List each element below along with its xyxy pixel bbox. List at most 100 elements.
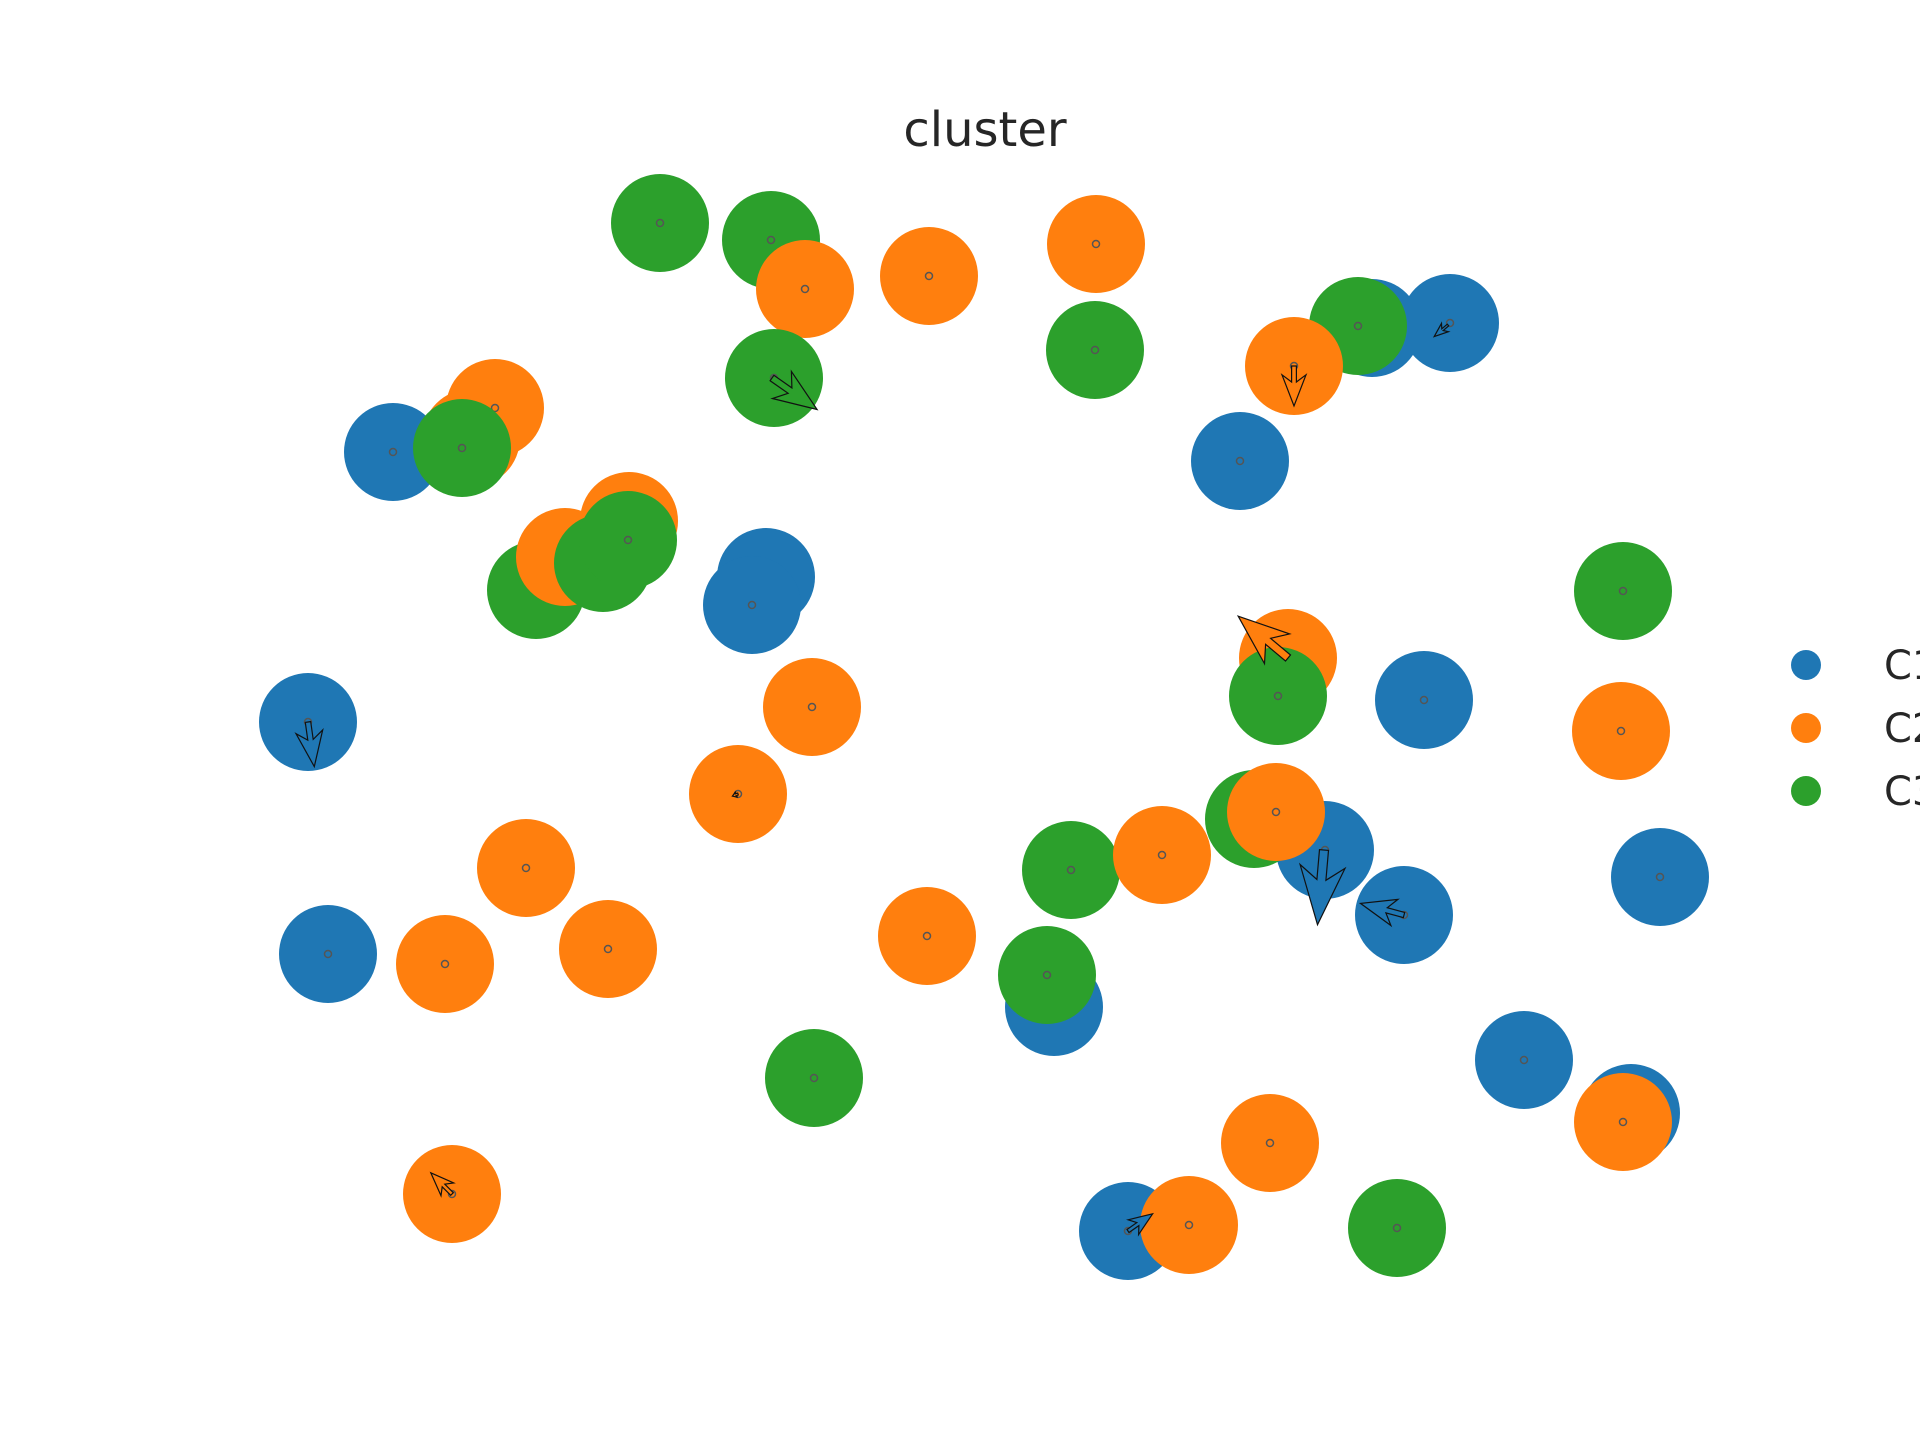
scatter-point-c2-16: [396, 915, 494, 1013]
scatter-marker: [477, 819, 575, 917]
arrow-marker-4: [1236, 615, 1292, 666]
scatter-marker: [763, 658, 861, 756]
legend-label: C1: [1884, 643, 1920, 689]
scatter-marker: [880, 227, 978, 325]
center-dot: [1271, 807, 1281, 817]
center-dot: [1184, 1220, 1194, 1230]
scatter-marker: [1348, 1179, 1446, 1277]
legend-marker: [1791, 713, 1821, 743]
center-dot: [1618, 586, 1628, 596]
scatter-marker: [559, 900, 657, 998]
center-dot: [1616, 726, 1626, 736]
center-dot: [807, 702, 817, 712]
scatter-point-c2-2: [756, 240, 854, 338]
scatter-marker: [1229, 647, 1327, 745]
center-dot: [1273, 691, 1283, 701]
scatter-point-c2-17: [559, 900, 657, 998]
scatter-point-c2-13: [1113, 806, 1211, 904]
scatter-point-c2-19: [1574, 1073, 1672, 1171]
center-dot: [747, 600, 757, 610]
center-dot: [1042, 970, 1052, 980]
scatter-marker: [1113, 806, 1211, 904]
arrow-marker-0: [769, 369, 819, 411]
center-dot: [388, 447, 398, 457]
scatter-point-c1-13: [1475, 1011, 1573, 1109]
scatter-marker: [1227, 763, 1325, 861]
legend-item-c1: C1: [1791, 643, 1920, 689]
scatter-point-c3-3: [1046, 301, 1144, 399]
chart-title: cluster: [903, 102, 1067, 158]
arrow-marker-9: [731, 791, 740, 798]
scatter-marker: [279, 905, 377, 1003]
scatter-marker: [1221, 1094, 1319, 1192]
scatter-marker: [396, 915, 494, 1013]
center-dot: [1392, 1223, 1402, 1233]
center-dot: [623, 535, 633, 545]
legend-label: C2: [1884, 706, 1920, 752]
arrow-marker-6: [1358, 898, 1406, 928]
scatter-point-c2-14: [477, 819, 575, 917]
scatter-point-c2-18: [1221, 1094, 1319, 1192]
scatter-point-c3-9: [1574, 542, 1672, 640]
scatter-point-c2-15: [878, 887, 976, 985]
center-dot: [1519, 1055, 1529, 1065]
scatter-marker: [1475, 1011, 1573, 1109]
center-dot: [323, 949, 333, 959]
scatter-marker: [1022, 821, 1120, 919]
scatter-marker: [1574, 542, 1672, 640]
scatter-point-c2-20: [1140, 1176, 1238, 1274]
center-dot: [1235, 456, 1245, 466]
scatter-point-c1-5: [703, 556, 801, 654]
points-layer: [259, 174, 1709, 1280]
center-dot: [1066, 865, 1076, 875]
scatter-point-c3-14: [765, 1029, 863, 1127]
legend-marker: [1791, 776, 1821, 806]
scatter-marker: [1611, 828, 1709, 926]
legend-marker: [1791, 650, 1821, 680]
legend-item-c3: C3: [1791, 769, 1920, 815]
scatter-marker: [1375, 651, 1473, 749]
arrow-marker-8: [429, 1171, 456, 1198]
scatter-point-c3-13: [998, 926, 1096, 1024]
center-dot: [440, 959, 450, 969]
scatter-marker: [703, 556, 801, 654]
center-dot: [1353, 321, 1363, 331]
center-dot: [1090, 345, 1100, 355]
scatter-point-c1-1: [1191, 412, 1289, 510]
center-dot: [603, 944, 613, 954]
scatter-point-c1-10: [1611, 828, 1709, 926]
scatter-marker: [611, 174, 709, 272]
scatter-marker: [1046, 301, 1144, 399]
center-dot: [1618, 1117, 1628, 1127]
scatter-point-c3-8: [579, 491, 677, 589]
scatter-point-c1-3: [1401, 274, 1499, 372]
scatter-marker: [1140, 1176, 1238, 1274]
scatter-point-c2-4: [1047, 195, 1145, 293]
scatter-point-c2-9: [763, 658, 861, 756]
center-dot: [766, 235, 776, 245]
scatter-marker: [1401, 274, 1499, 372]
center-dot: [490, 403, 500, 413]
center-dot: [447, 1189, 457, 1199]
center-dot: [1445, 318, 1455, 328]
center-dot: [1419, 695, 1429, 705]
center-dot: [1091, 239, 1101, 249]
arrow-marker-7: [1126, 1212, 1154, 1237]
scatter-point-c2-12: [1227, 763, 1325, 861]
scatter-marker: [579, 491, 677, 589]
scatter-marker: [878, 887, 976, 985]
arrow-marker-5: [1298, 848, 1347, 927]
scatter-point-c3-0: [611, 174, 709, 272]
scatter-marker: [1572, 682, 1670, 780]
center-dot: [922, 931, 932, 941]
scatter-point-c1-7: [1375, 651, 1473, 749]
center-dot: [1655, 872, 1665, 882]
legend-item-c2: C2: [1791, 706, 1920, 752]
center-dot: [521, 863, 531, 873]
scatter-point-c2-3: [880, 227, 978, 325]
scatter-point-c3-5: [413, 399, 511, 497]
arrows-layer: [294, 321, 1451, 1237]
center-dot: [809, 1073, 819, 1083]
scatter-marker: [998, 926, 1096, 1024]
